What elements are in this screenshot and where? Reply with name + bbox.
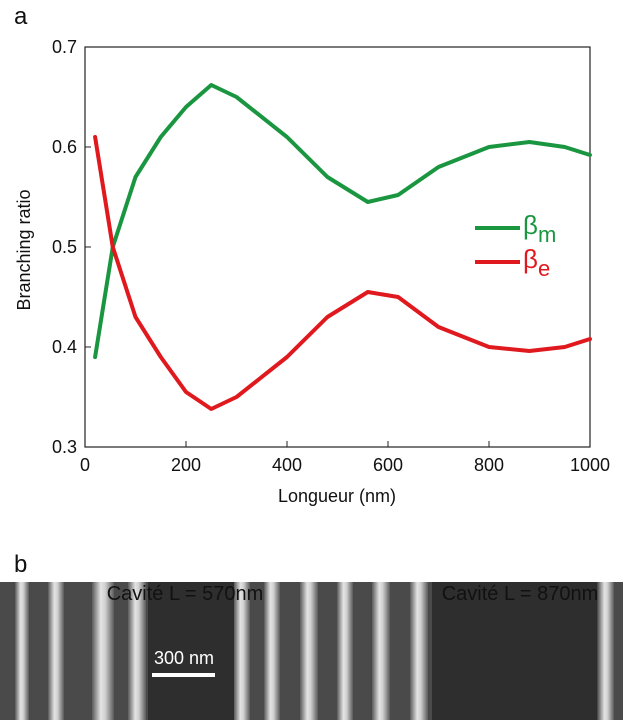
sem-stripe [300, 582, 318, 720]
sem-stripe [128, 582, 146, 720]
y-tick-label: 0.6 [52, 137, 77, 157]
x-tick-label: 0 [80, 455, 90, 475]
y-tick-label: 0.7 [52, 37, 77, 57]
sem-cavity [432, 582, 597, 720]
x-tick-label: 600 [373, 455, 403, 475]
plot-frame [84, 46, 591, 448]
sem-stripe [337, 582, 353, 720]
legend-label: βm [523, 210, 556, 247]
panel-label: a [14, 3, 28, 30]
caption: Cavité L = 870nm [442, 583, 599, 605]
sem-stripe [372, 582, 390, 720]
sem-image: 300 nm [0, 582, 623, 720]
sem-stripe [410, 582, 428, 720]
sem-stripe [15, 582, 29, 720]
sem-stripe [264, 582, 280, 720]
caption: Cavité L = 570nm [107, 583, 264, 605]
sem-stripe [598, 582, 614, 720]
y-tick-label: 0.3 [52, 437, 77, 457]
x-tick-label: 1000 [570, 455, 610, 475]
sem-cavity [148, 582, 234, 720]
x-axis-label: Longueur (nm) [278, 486, 396, 506]
scale-bar-label: 300 nm [154, 648, 214, 668]
y-axis-label: Branching ratio [14, 189, 34, 310]
x-tick-label: 800 [474, 455, 504, 475]
sem-stripe [234, 582, 250, 720]
y-tick-label: 0.5 [52, 237, 77, 257]
y-tick-label: 0.4 [52, 337, 77, 357]
legend-label: βe [523, 244, 550, 281]
x-tick-label: 400 [272, 455, 302, 475]
data-line [93, 135, 592, 411]
sem-stripe [48, 582, 64, 720]
x-tick-label: 200 [171, 455, 201, 475]
sem-stripe [92, 582, 114, 720]
data-line [93, 83, 592, 359]
panel-label: b [14, 551, 27, 578]
